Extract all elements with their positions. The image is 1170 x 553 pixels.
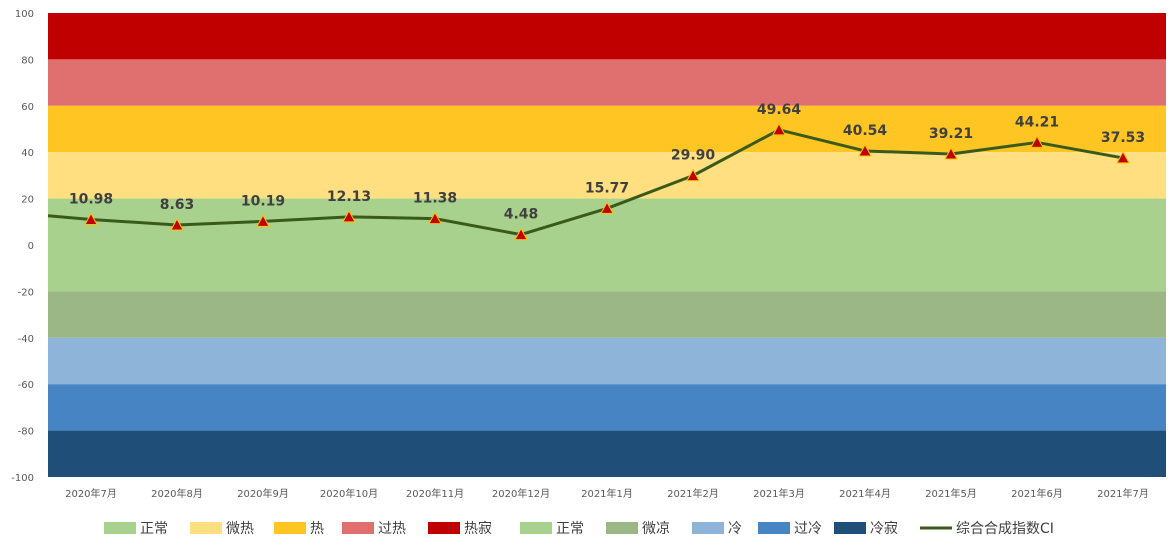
data-point-marker	[428, 211, 442, 225]
y-tick-label: 40	[21, 148, 34, 159]
legend-swatch	[834, 522, 866, 534]
legend-label: 微凉	[642, 521, 670, 537]
band-3	[48, 152, 1166, 199]
legend-swatch	[758, 522, 790, 534]
y-tick-label: 80	[21, 55, 34, 66]
data-point-marker	[342, 209, 356, 223]
data-point-marker	[256, 214, 270, 227]
legend-label: 正常	[556, 521, 584, 537]
legend-swatch	[520, 522, 552, 534]
legend-swatch	[428, 522, 460, 534]
legend-label: 过热	[378, 521, 406, 537]
y-tick-label: -40	[18, 334, 34, 345]
x-tick-label: 2021年1月	[581, 487, 633, 500]
x-tick-label: 2021年5月	[925, 487, 977, 500]
band-8	[48, 384, 1166, 431]
band-1	[48, 59, 1166, 106]
x-tick-label: 2020年7月	[65, 487, 117, 500]
y-axis-ticks: 100 80 60 40 20 0 -20 -40 -60 -80 -100	[11, 9, 34, 484]
x-tick-label: 2021年4月	[839, 487, 891, 500]
legend-swatch	[104, 522, 136, 534]
ci-series: 10.98 8.63 10.19 12.13 11.38 4.48 15.77 29.90 49…	[47, 102, 1145, 241]
x-axis-ticks: 2020年7月 2020年8月 2020年9月 2020年10月 2020年11月 202…	[65, 487, 1149, 500]
band-0	[48, 13, 1166, 60]
series-line	[47, 128, 1124, 237]
legend-swatch	[606, 522, 638, 534]
data-label: 15.77	[585, 180, 629, 196]
y-tick-label: -80	[18, 427, 34, 438]
legend-swatch	[692, 522, 724, 534]
data-label: 49.64	[757, 102, 802, 118]
legend-label: 冷	[728, 521, 742, 537]
band-5	[48, 245, 1166, 292]
x-tick-label: 2021年3月	[753, 487, 805, 500]
data-label: 29.90	[671, 148, 716, 164]
legend-label: 过冷	[794, 521, 822, 537]
band-2	[48, 105, 1166, 153]
x-tick-label: 2021年6月	[1011, 487, 1063, 500]
legend-label: 热寂	[464, 521, 492, 537]
y-tick-label: 20	[21, 195, 34, 206]
data-label: 44.21	[1015, 114, 1059, 130]
x-tick-label: 2021年2月	[667, 487, 719, 500]
data-point-marker	[772, 122, 786, 136]
x-tick-label: 2020年8月	[151, 487, 203, 500]
data-label: 40.54	[843, 123, 888, 139]
x-tick-label: 2020年12月	[492, 487, 550, 500]
y-tick-label: 100	[15, 9, 34, 20]
legend-label: 微热	[226, 521, 254, 537]
band-6	[48, 291, 1166, 338]
legend-label: 热	[310, 521, 324, 537]
band-9	[48, 430, 1166, 477]
x-tick-label: 2020年9月	[237, 487, 289, 500]
data-point-marker	[514, 227, 528, 241]
y-tick-label: 60	[21, 102, 34, 113]
data-label: 10.98	[69, 192, 113, 208]
legend: 正常 微热 热 过热 热寂 正常 微凉 冷 过冷 冷寂 综合合成指数CI	[104, 521, 1054, 537]
data-point-marker	[84, 212, 98, 226]
legend-swatch	[342, 522, 374, 534]
data-label: 12.13	[327, 189, 371, 205]
y-tick-label: -20	[18, 287, 34, 298]
data-point-marker	[170, 217, 184, 231]
data-point-marker	[600, 201, 614, 214]
data-label: 11.38	[413, 191, 457, 207]
data-label: 8.63	[160, 197, 195, 213]
x-tick-label: 2020年11月	[406, 487, 464, 500]
data-point-marker	[858, 143, 872, 157]
data-label: 37.53	[1101, 130, 1145, 146]
x-tick-label: 2020年10月	[320, 487, 378, 500]
legend-label: 冷寂	[870, 521, 898, 537]
band-7	[48, 337, 1166, 385]
data-label: 4.48	[504, 207, 539, 223]
legend-label: 综合合成指数CI	[956, 521, 1054, 537]
y-tick-label: 0	[28, 241, 34, 252]
data-point-marker	[686, 168, 700, 182]
legend-swatch	[190, 522, 222, 534]
temperature-bands	[48, 13, 1166, 477]
data-point-marker	[944, 146, 958, 160]
x-tick-label: 2021年7月	[1097, 487, 1149, 500]
y-tick-label: -60	[18, 380, 34, 391]
data-label: 39.21	[929, 126, 973, 142]
legend-label: 正常	[140, 521, 168, 537]
data-point-marker	[1030, 135, 1044, 148]
y-tick-label: -100	[11, 473, 34, 484]
data-point-marker	[1116, 150, 1130, 164]
data-label: 10.19	[241, 193, 285, 209]
legend-swatch	[274, 522, 306, 534]
